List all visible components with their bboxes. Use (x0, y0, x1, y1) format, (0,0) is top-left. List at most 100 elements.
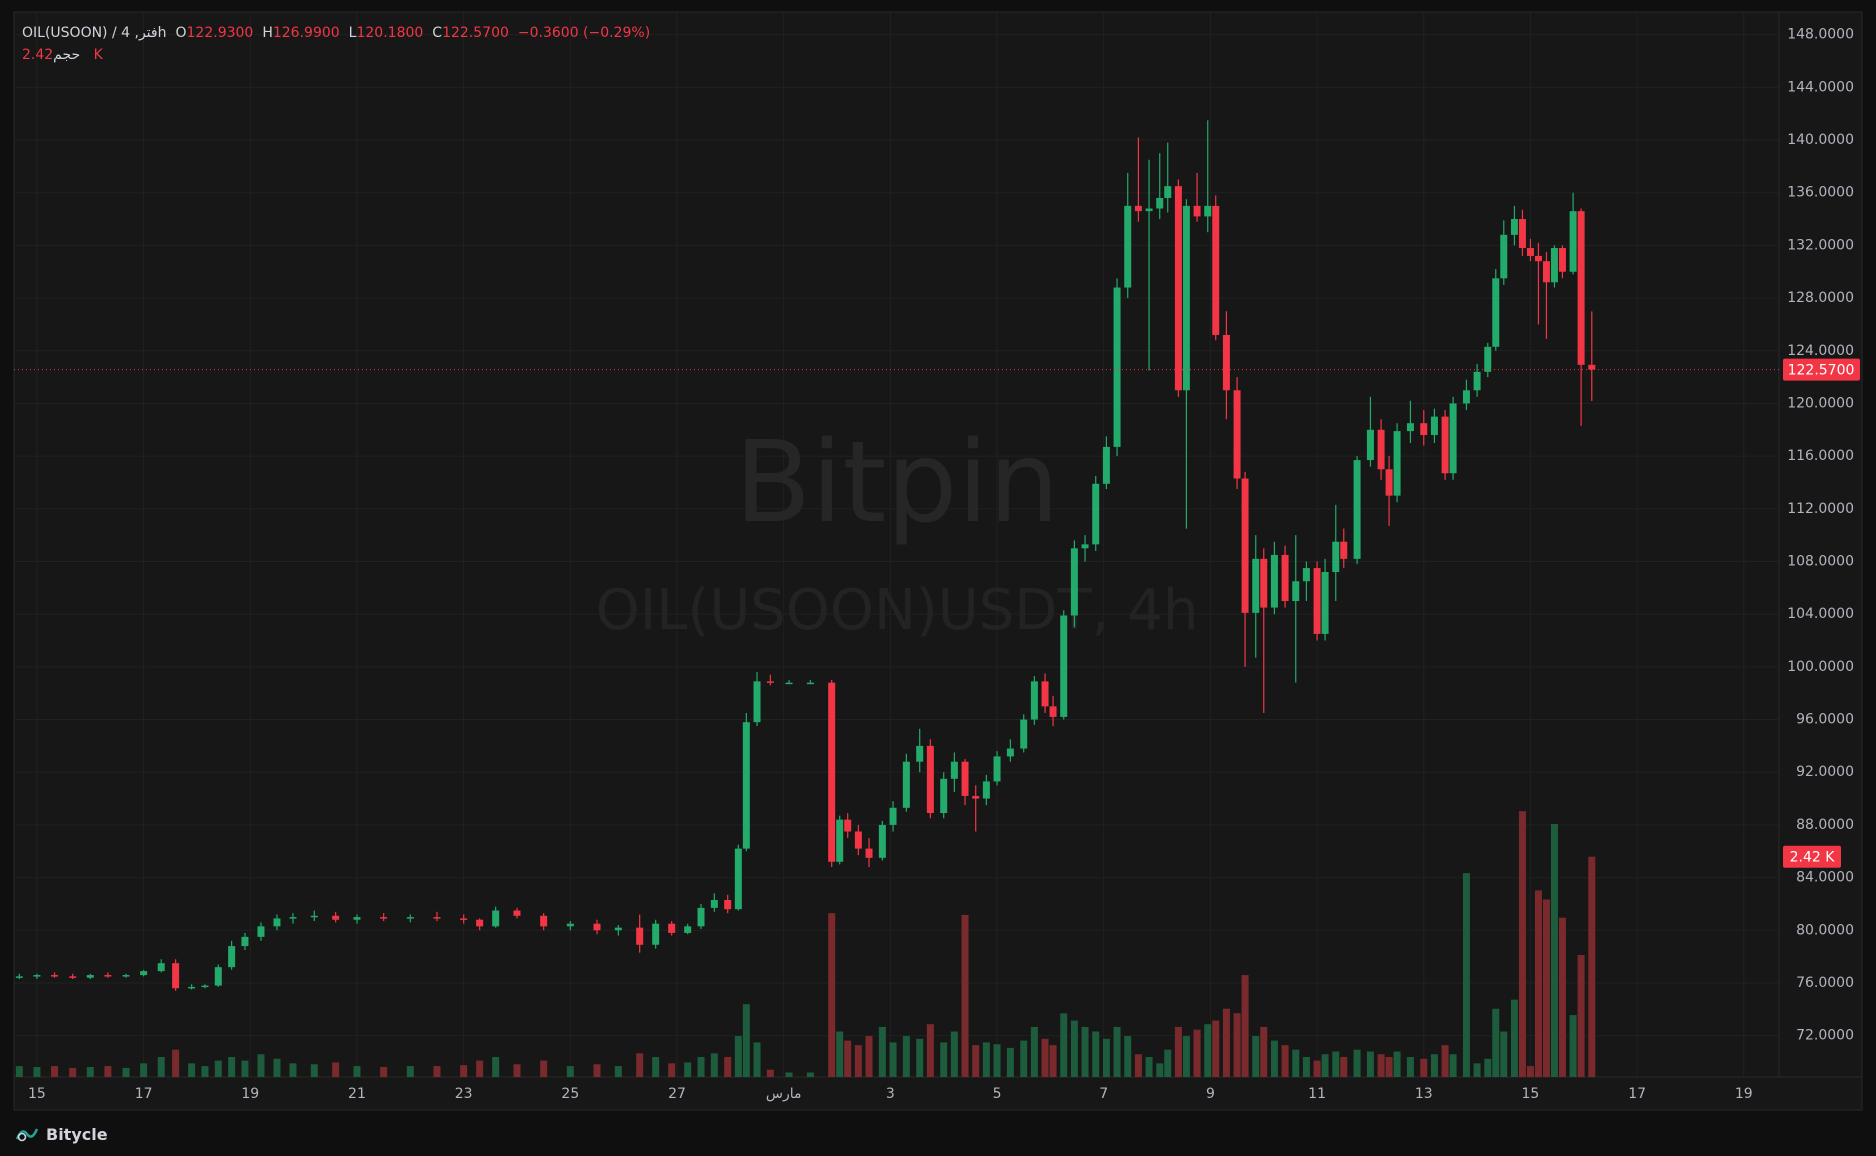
candle-body (836, 819, 844, 862)
candle-body (1569, 211, 1577, 272)
candle-body (1292, 581, 1300, 602)
candle-body (1534, 255, 1542, 262)
y-tick-label: 112.0000 (1787, 501, 1854, 517)
volume-bar (15, 1066, 23, 1077)
candle-body (636, 927, 644, 945)
volume-bar (1406, 1056, 1414, 1077)
symbol: OIL(USOON) / 4 ,فترh (22, 25, 167, 41)
volume-bar (1241, 975, 1249, 1077)
volume-bar (724, 1056, 732, 1077)
candle-body (1020, 719, 1028, 749)
candle-body (734, 848, 742, 910)
x-tick-label: 13 (1415, 1086, 1433, 1102)
candle-body (1081, 544, 1089, 549)
candle-body (15, 976, 23, 978)
volume-bar (289, 1063, 297, 1077)
candle-body (353, 917, 361, 920)
volume-bar (540, 1060, 548, 1077)
volume-bar (1518, 811, 1526, 1077)
volume-bar (1430, 1054, 1438, 1077)
candle-body (1492, 278, 1500, 347)
candle-body (1441, 416, 1449, 474)
candle-body (406, 917, 414, 919)
candle-body (1588, 364, 1596, 370)
volume-bar (1020, 1040, 1028, 1077)
volume-bar (1449, 1054, 1457, 1077)
candle-body (1393, 431, 1401, 496)
volume-bar (492, 1056, 500, 1077)
candle-body (1385, 469, 1393, 496)
x-tick-label: مارس (766, 1086, 802, 1102)
candle-body (972, 795, 980, 799)
volume-value: 2.42 K (22, 47, 103, 63)
close-prefix: C (432, 25, 443, 41)
volume-bar (766, 1069, 774, 1077)
candle-body (1006, 748, 1014, 757)
candle-body (1182, 205, 1190, 391)
y-tick-label: 96.0000 (1796, 712, 1854, 728)
y-tick-label: 108.0000 (1787, 553, 1854, 569)
y-tick-label: 80.0000 (1796, 922, 1854, 938)
volume-bar (1385, 1056, 1393, 1077)
volume-bar (1332, 1051, 1340, 1077)
y-tick-label: 136.0000 (1787, 185, 1854, 201)
candle-body (1030, 681, 1038, 720)
volume-bar (1145, 1056, 1153, 1077)
volume-bar (1260, 1026, 1268, 1077)
candle-body (1204, 205, 1212, 217)
candle-body (1484, 346, 1492, 372)
volume-name: حجم (53, 47, 81, 63)
candle-body (241, 936, 249, 947)
candle-body (1156, 197, 1164, 209)
volume-bar (961, 914, 969, 1077)
watermark: Bitpin (734, 418, 1059, 548)
volume-bar (828, 913, 836, 1077)
candle-body (1473, 371, 1481, 391)
y-tick-label: 120.0000 (1787, 395, 1854, 411)
volume-bar (201, 1066, 209, 1077)
volume-bar (1569, 1015, 1577, 1077)
volume-bar (926, 1024, 934, 1077)
candle-body (1518, 219, 1526, 249)
brand: Bitycle (46, 1124, 108, 1144)
volume-bar (122, 1067, 130, 1077)
candle-body (104, 975, 112, 977)
volume-bar (353, 1066, 361, 1077)
candle-body (289, 917, 297, 919)
volume-bar (1212, 1020, 1220, 1077)
volume-bar (1588, 856, 1596, 1077)
volume-bar (785, 1072, 793, 1077)
x-tick-label: 15 (1522, 1086, 1540, 1102)
candle-body (1281, 554, 1289, 602)
volume-bar (1484, 1058, 1492, 1077)
candle-body (69, 976, 77, 978)
candle-body (1193, 205, 1201, 217)
candle-body (122, 975, 130, 977)
grid (14, 12, 1779, 1077)
volume-bar (1313, 1060, 1321, 1077)
close-value: 122.5700 (442, 25, 509, 41)
volume-bar (1302, 1056, 1310, 1077)
volume-bar (188, 1063, 196, 1077)
y-tick-label: 124.0000 (1787, 343, 1854, 359)
candle-body (1430, 416, 1438, 436)
volume-bar (1049, 1045, 1057, 1077)
y-tick-label: 116.0000 (1787, 448, 1854, 464)
candle-body (1070, 548, 1078, 616)
volume-bar (1092, 1031, 1100, 1077)
volume-bar (1182, 1036, 1190, 1077)
candle-body (593, 923, 601, 931)
candle-body (902, 761, 910, 808)
low-value: 120.1800 (356, 25, 424, 41)
volume-bar (734, 1036, 742, 1077)
candle-body (1233, 390, 1241, 479)
volume-bar (916, 1038, 924, 1077)
candle-body (961, 761, 969, 796)
volume-bar (1462, 873, 1470, 1077)
volume-bar (69, 1067, 77, 1077)
footer: Bitycle (14, 1120, 108, 1148)
volume-bar (406, 1066, 414, 1077)
candle-body (1260, 558, 1268, 608)
volume-bar (1156, 1063, 1164, 1077)
candle-body (257, 926, 265, 937)
